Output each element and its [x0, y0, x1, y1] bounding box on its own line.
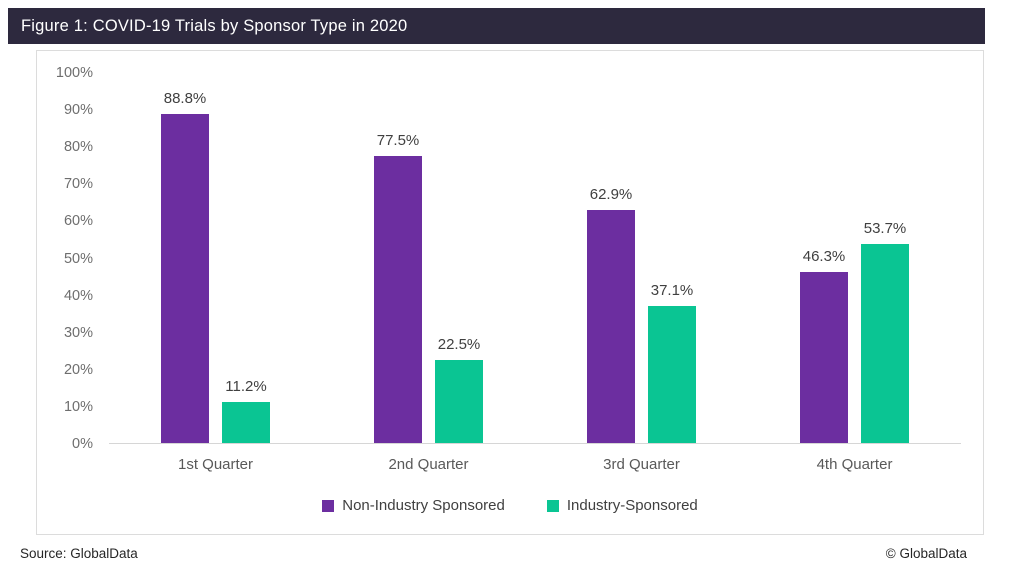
bar-industry-sponsored-q2	[435, 359, 483, 443]
bar-wrap-industry-sponsored-q1: 11.2%	[222, 73, 270, 443]
bar-industry-sponsored-q4	[861, 244, 909, 443]
bar-group-4: 46.3% 53.7%	[748, 73, 961, 443]
bar-wrap-non-industry-sponsored-q3: 62.9%	[587, 73, 635, 443]
legend-label: Industry-Sponsored	[566, 497, 698, 514]
y-axis-tick: 70%	[63, 176, 93, 193]
y-axis-tick: 100%	[55, 65, 93, 81]
plot-area: 88.8% 11.2% 77.5% 22.5% 62.9% 37.1% 46.3% 53.7%	[109, 73, 961, 444]
bar-value-label: 53.7%	[863, 220, 907, 238]
x-axis-label: 3rd Quarter	[603, 456, 680, 473]
bar-wrap-non-industry-sponsored-q2: 77.5%	[374, 73, 422, 443]
bar-value-label: 37.1%	[650, 281, 694, 299]
y-axis: 0% 10% 20% 30% 40% 50% 60% 70% 80% 90% 100%	[37, 51, 99, 536]
x-axis-label: 4th Quarter	[816, 456, 893, 473]
x-axis-labels: 1st Quarter 2nd Quarter 3rd Quarter 4th Qua…	[109, 456, 961, 473]
bar-non-industry-sponsored-q1	[161, 114, 209, 443]
legend-label: Non-Industry Sponsored	[342, 497, 505, 514]
chart-panel: 0% 10% 20% 30% 40% 50% 60% 70% 80% 90% 100% 88.8% 1…	[36, 50, 984, 535]
bar-wrap-industry-sponsored-q4: 53.7%	[861, 73, 909, 443]
bar-non-industry-sponsored-q2	[374, 156, 422, 443]
bar-group-1: 88.8% 11.2%	[109, 73, 322, 443]
bar-wrap-non-industry-sponsored-q1: 88.8%	[161, 73, 209, 443]
bar-non-industry-sponsored-q4	[800, 271, 848, 443]
y-axis-tick: 40%	[63, 287, 93, 304]
legend-swatch-icon	[322, 499, 335, 512]
bar-value-label: 77.5%	[376, 132, 420, 150]
bar-group-3: 62.9% 37.1%	[535, 73, 748, 443]
legend: Non-Industry Sponsored Industry-Sponsored	[37, 497, 983, 514]
legend-item-non-industry-sponsored: Non-Industry Sponsored	[322, 497, 505, 514]
bar-value-label: 11.2%	[225, 377, 267, 395]
source-note: Source: GlobalData	[20, 546, 138, 561]
y-axis-tick: 30%	[63, 324, 93, 341]
y-axis-tick: 80%	[63, 139, 93, 156]
y-axis-tick: 0%	[72, 436, 93, 452]
x-axis-label: 1st Quarter	[177, 456, 254, 473]
y-axis-tick: 60%	[63, 213, 93, 230]
y-axis-tick: 50%	[63, 250, 93, 267]
bar-non-industry-sponsored-q3	[587, 210, 635, 443]
bar-value-label: 46.3%	[802, 247, 846, 265]
figure-title: Figure 1: COVID-19 Trials by Sponsor Typ…	[21, 17, 408, 35]
legend-item-industry-sponsored: Industry-Sponsored	[546, 497, 698, 514]
legend-swatch-icon	[546, 499, 559, 512]
bar-wrap-industry-sponsored-q2: 22.5%	[435, 73, 483, 443]
bar-industry-sponsored-q3	[648, 305, 696, 443]
bar-value-label: 88.8%	[163, 90, 207, 108]
x-axis-label: 2nd Quarter	[388, 456, 469, 473]
bar-wrap-industry-sponsored-q3: 37.1%	[648, 73, 696, 443]
figure-title-bar: Figure 1: COVID-19 Trials by Sponsor Typ…	[8, 8, 985, 44]
copyright-note: © GlobalData	[885, 546, 967, 561]
bar-industry-sponsored-q1	[222, 401, 270, 443]
bar-group-2: 77.5% 22.5%	[322, 73, 535, 443]
bar-value-label: 62.9%	[589, 186, 633, 204]
y-axis-tick: 90%	[63, 102, 93, 119]
y-axis-tick: 20%	[63, 361, 93, 378]
bar-wrap-non-industry-sponsored-q4: 46.3%	[800, 73, 848, 443]
y-axis-tick: 10%	[63, 398, 93, 415]
bar-value-label: 22.5%	[437, 335, 481, 353]
